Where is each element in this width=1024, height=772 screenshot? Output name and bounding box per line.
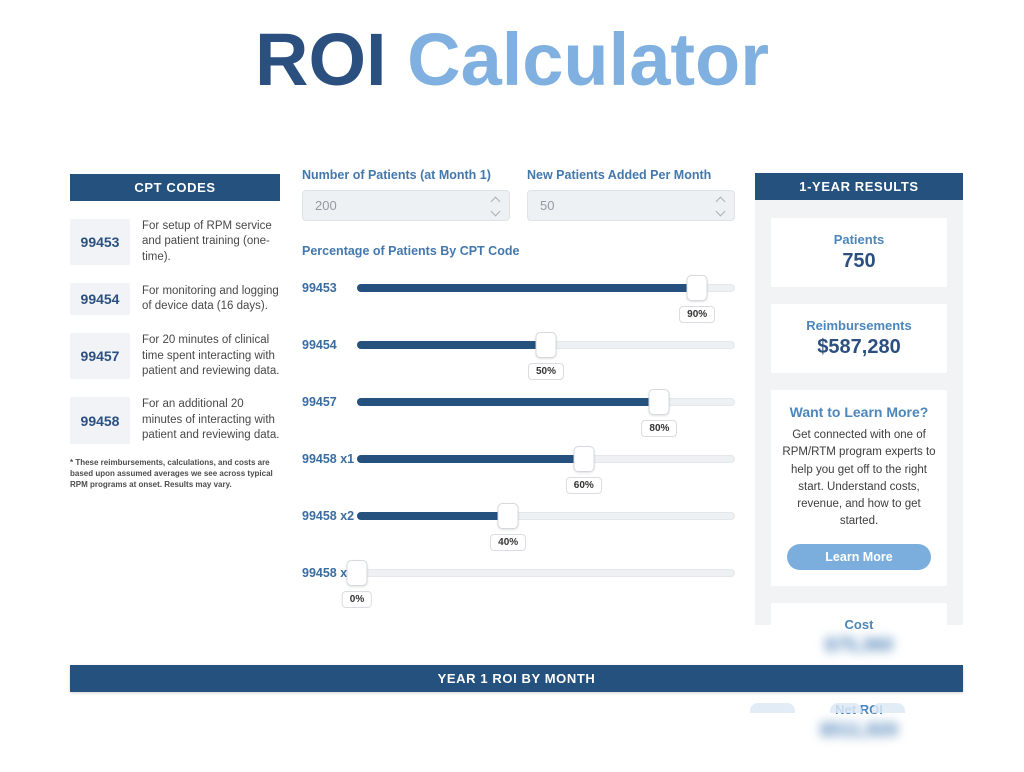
slider-fill [357,341,546,349]
results-header: 1-YEAR RESULTS [755,173,963,200]
cpt-code-description: For monitoring and logging of device dat… [142,284,279,313]
cost-result-label: Cost [844,616,874,632]
slider-value-badge: 0% [341,591,373,608]
page-title: ROI Calculator [0,14,1024,106]
new-patients-input-value: 50 [540,198,555,213]
slider-track-rail[interactable] [357,569,735,577]
cpt-code-badge: 99457 [70,333,130,380]
reimbursements-result-card: Reimbursements $587,280 [771,304,947,373]
slider-handle[interactable] [497,503,519,529]
patients-input-group: Number of Patients (at Month 1) 200 [302,168,510,221]
slider-handle[interactable] [573,446,595,472]
cpt-row-99457: 99457 For 20 minutes of clinical time spe… [70,333,280,380]
slider-fill [357,455,584,463]
patients-input-value: 200 [315,198,337,213]
patients-result-value: 750 [842,250,876,272]
patients-input[interactable]: 200 [302,190,510,221]
slider-label: 99453 [302,281,337,295]
patients-input-label: Number of Patients (at Month 1) [302,168,491,182]
cpt-footnote: * These reimbursements, calculations, an… [70,457,273,490]
cpt-codes-panel: CPT CODES 99453 For setup of RPM service … [70,174,280,490]
cpt-code-description: For setup of RPM service and patient tra… [142,220,272,263]
patient-inputs-row: Number of Patients (at Month 1) 200 New … [302,168,735,221]
learn-more-title: Want to Learn More? [789,404,929,420]
calculator-inputs-column: Number of Patients (at Month 1) 200 New … [302,168,735,613]
slider-track[interactable]: 80% [357,389,735,437]
percentage-heading: Percentage of Patients By CPT Code [302,244,520,258]
year1-roi-by-month-header: YEAR 1 ROI BY MONTH [70,665,963,692]
new-patients-input[interactable]: 50 [527,190,735,221]
cpt-row-99458: 99458 For an additional 20 minutes of int… [70,397,280,444]
stepper-up-icon[interactable] [490,196,501,207]
roi-calculator-page: ROI Calculator CPT CODES 99453 For setup … [0,14,1024,756]
slider-value-badge: 90% [679,306,716,323]
slider-label: 99457 [302,395,337,409]
new-patients-stepper[interactable] [715,195,726,217]
results-body: Patients 750 Reimbursements $587,280 Wan… [755,200,963,772]
slider-row-99458-x2: 99458 x2 40% [302,499,735,556]
new-patients-input-group: New Patients Added Per Month 50 [527,168,735,221]
slider-fill [357,398,660,406]
net-roi-result-card: Net ROI $511,920 [771,687,947,756]
slider-label: 99458 x3 [302,566,355,580]
learn-more-card: Want to Learn More? Get connected with o… [771,390,947,586]
slider-row-99458-x3: 99458 x3 0% [302,556,735,613]
cpt-codes-list: 99453 For setup of RPM service and patien… [70,219,280,444]
one-year-results-panel: 1-YEAR RESULTS Patients 750 Reimbursemen… [755,173,963,756]
cost-result-value-blurred: $75,360 [824,634,894,656]
new-patients-input-label: New Patients Added Per Month [527,168,712,182]
slider-row-99458-x1: 99458 x1 60% [302,442,735,499]
cpt-codes-header: CPT CODES [70,174,280,201]
stepper-down-icon[interactable] [490,206,501,217]
stepper-down-icon[interactable] [715,206,726,217]
slider-row-99453: 99453 90% [302,271,735,328]
slider-label: 99454 [302,338,337,352]
slider-handle[interactable] [535,332,557,358]
cpt-code-badge: 99453 [70,219,130,266]
cutoff-legend-stub [750,703,795,713]
patients-result-label: Patients [833,232,885,247]
page-title-calculator: Calculator [407,18,769,101]
patients-stepper[interactable] [490,195,501,217]
slider-track[interactable]: 60% [357,446,735,494]
slider-row-99454: 99454 50% [302,328,735,385]
reimbursements-result-value: $587,280 [817,336,901,358]
reimbursements-result-label: Reimbursements [806,318,912,333]
net-roi-result-value-blurred: $511,920 [819,719,899,741]
slider-track[interactable]: 90% [357,275,735,323]
patients-result-card: Patients 750 [771,218,947,287]
cutoff-legend-stub [830,703,862,713]
slider-value-badge: 80% [641,420,678,437]
slider-track[interactable]: 0% [341,560,735,608]
cpt-sliders: 99453 90% 99454 50% 99457 80% 99458 x1 60% 99458… [302,271,735,613]
learn-more-button[interactable]: Learn More [787,543,931,570]
cpt-code-badge: 99458 [70,397,130,444]
slider-value-badge: 40% [490,534,527,551]
slider-value-badge: 50% [527,363,565,380]
cpt-code-description: For an additional 20 minutes of interact… [142,398,280,442]
slider-row-99457: 99457 80% [302,385,735,442]
cutoff-legend-stub [872,703,905,713]
cpt-row-99454: 99454 For monitoring and logging of devic… [70,283,280,316]
page-title-roi: ROI [255,18,387,101]
cpt-code-badge: 99454 [70,283,130,316]
slider-track[interactable]: 50% [357,332,735,380]
slider-track[interactable]: 40% [357,503,735,551]
slider-value-badge: 60% [565,477,602,494]
slider-fill [357,284,698,292]
cpt-code-description: For 20 minutes of clinical time spent in… [142,334,280,378]
learn-more-body: Get connected with one of RPM/RTM progra… [782,429,936,528]
slider-handle[interactable] [346,560,368,586]
stepper-up-icon[interactable] [715,196,726,207]
slider-label: 99458 x2 [302,509,355,523]
cpt-row-99453: 99453 For setup of RPM service and patien… [70,219,280,266]
cost-result-card: Cost $75,360 [771,602,947,671]
slider-handle[interactable] [648,389,670,415]
slider-handle[interactable] [686,275,708,301]
slider-fill [357,512,509,520]
slider-label: 99458 x1 [302,452,355,466]
